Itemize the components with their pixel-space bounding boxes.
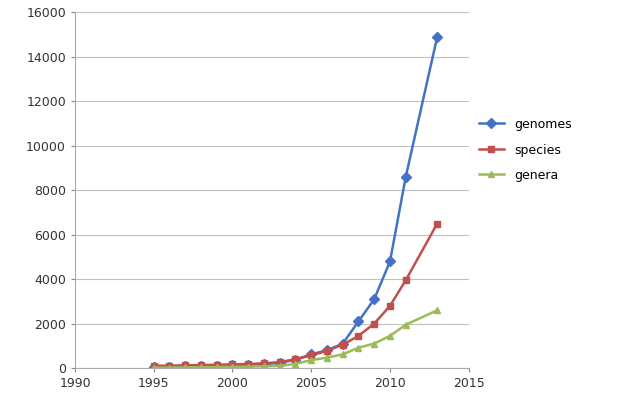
species [150,364,158,369]
genera [339,352,346,357]
species [229,362,236,367]
genomes [260,362,268,366]
species [260,361,268,366]
species [371,321,378,326]
genera [244,364,252,369]
species [434,221,441,226]
species [166,363,173,368]
species [339,342,346,347]
genomes [386,259,394,264]
genomes [244,362,252,367]
genera [198,365,205,370]
Line: genomes: genomes [150,33,441,371]
genomes [323,348,331,353]
species [402,278,409,283]
species [276,360,284,364]
species [355,333,362,338]
genera [402,322,409,327]
genera [355,345,362,350]
genera [229,364,236,369]
genomes [276,360,284,365]
genomes [213,363,221,368]
genera [308,357,315,362]
species [292,357,299,362]
genomes [150,364,158,369]
genera [386,333,394,338]
genomes [166,364,173,369]
genomes [434,34,441,39]
genera [166,365,173,370]
genomes [198,364,205,369]
species [308,353,315,358]
genera [213,365,221,370]
species [198,363,205,368]
genera [292,362,299,366]
genomes [339,341,346,346]
species [213,362,221,367]
genomes [229,363,236,368]
genera [260,364,268,369]
species [181,363,189,368]
Line: genera: genera [150,307,441,371]
species [323,348,331,353]
species [386,303,394,308]
Legend: genomes, species, genera: genomes, species, genera [479,118,572,182]
genera [150,365,158,370]
species [244,362,252,366]
genomes [371,297,378,301]
Line: species: species [150,220,441,369]
genera [371,341,378,346]
genera [434,308,441,313]
genomes [402,174,409,179]
genomes [181,364,189,369]
genomes [308,352,315,357]
genomes [355,319,362,324]
genera [323,355,331,360]
genera [276,364,284,369]
genomes [292,357,299,362]
genera [181,365,189,370]
